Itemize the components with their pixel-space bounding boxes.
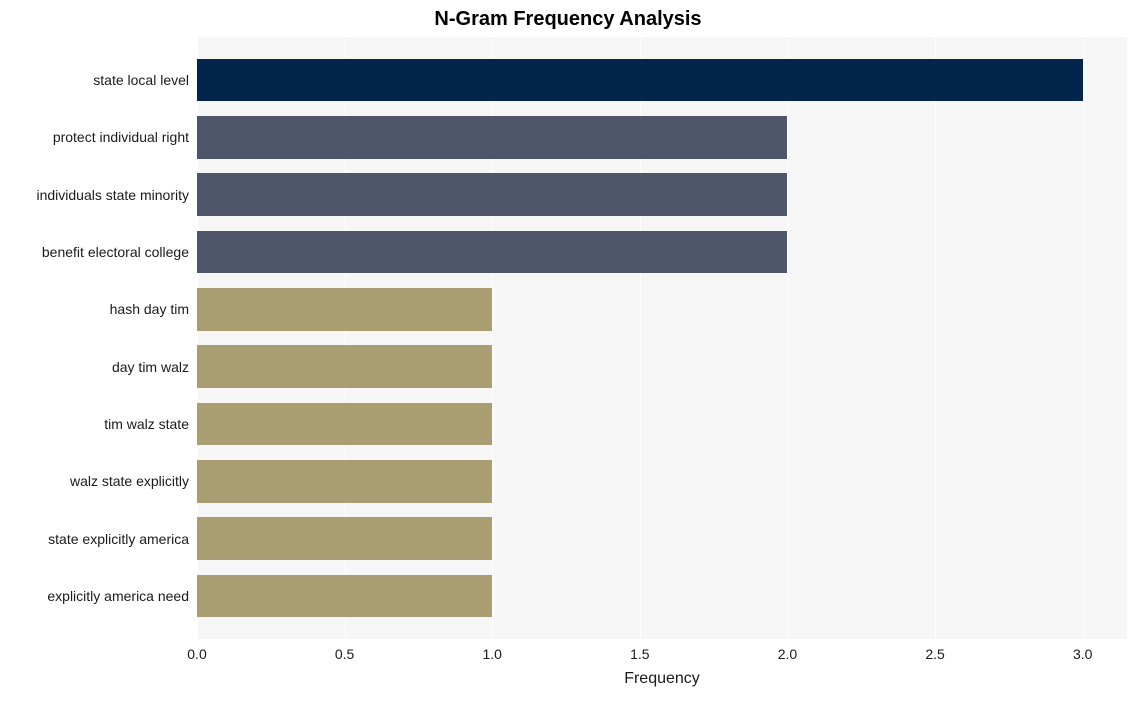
x-axis-label: Frequency [197,670,1127,688]
x-tick-label: 0.5 [335,646,354,662]
x-tick-label: 1.0 [483,646,502,662]
y-tick-label: day tim walz [0,359,189,375]
ngram-frequency-chart: N-Gram Frequency Analysis state local le… [0,0,1136,701]
y-tick-label: state explicitly america [0,531,189,547]
bar [197,116,787,158]
gridline [787,37,788,639]
bar [197,59,1083,101]
bar [197,288,492,330]
x-tick-label: 0.0 [187,646,206,662]
bar [197,231,787,273]
bar [197,345,492,387]
plot-area [197,37,1127,639]
y-tick-label: individuals state minority [0,187,189,203]
gridline [935,37,936,639]
x-tick-label: 2.5 [925,646,944,662]
y-tick-label: explicitly america need [0,588,189,604]
x-tick-label: 1.5 [630,646,649,662]
y-tick-label: walz state explicitly [0,473,189,489]
chart-title: N-Gram Frequency Analysis [0,8,1136,31]
x-tick-label: 2.0 [778,646,797,662]
bar [197,460,492,502]
bar [197,403,492,445]
bar [197,575,492,617]
x-tick-label: 3.0 [1073,646,1092,662]
bar [197,517,492,559]
y-tick-label: benefit electoral college [0,244,189,260]
gridline [1083,37,1084,639]
bar [197,173,787,215]
y-tick-label: protect individual right [0,129,189,145]
y-tick-label: tim walz state [0,416,189,432]
y-tick-label: state local level [0,72,189,88]
y-tick-label: hash day tim [0,301,189,317]
